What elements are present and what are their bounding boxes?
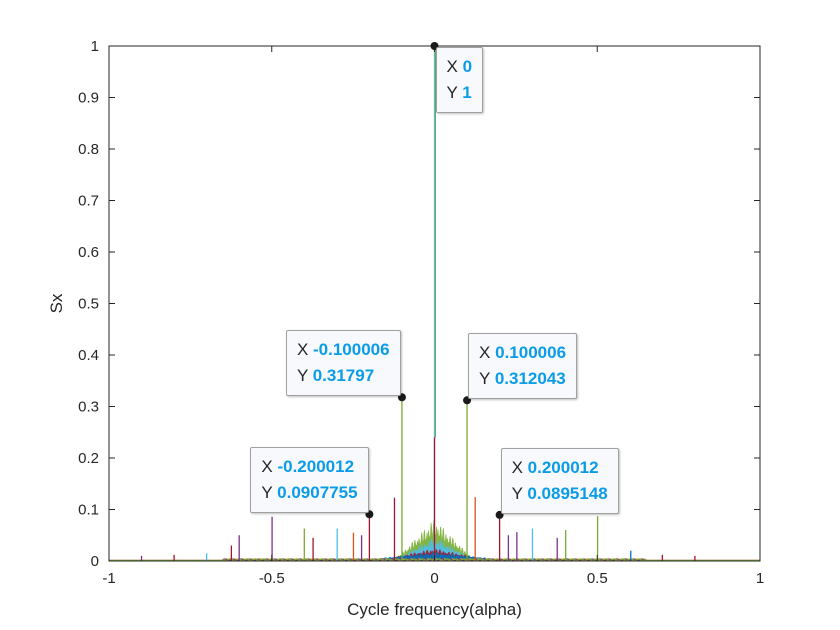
datatip-x: X 0 [446, 57, 473, 76]
datatip-y: Y 0.0895148 [511, 483, 608, 503]
datatip[interactable]: X -0.200012 Y 0.0907755 [250, 447, 369, 514]
datatip[interactable]: X 0.100006 Y 0.312043 [468, 333, 578, 400]
datatip-y: Y 0.0907755 [261, 483, 358, 503]
y-tick-label: 0.6 [78, 244, 99, 261]
y-tick-label: 0.2 [78, 450, 99, 467]
datatip-x: X 0.200012 [511, 457, 599, 477]
y-tick-label: 1 [91, 38, 99, 55]
y-tick-label: 0.3 [78, 399, 99, 416]
x-tick-label: 1 [756, 570, 764, 587]
datatip-x: X -0.100006 [296, 340, 390, 360]
y-tick-label: 0.8 [78, 141, 99, 158]
y-tick-label: 0.9 [78, 90, 99, 107]
datatip-x: X -0.200012 [261, 457, 355, 477]
x-tick-label: -0.5 [259, 570, 285, 587]
y-tick-label: 0.7 [78, 193, 99, 210]
datatip-y: Y 0.312043 [479, 369, 566, 389]
y-axis-label: Sx [47, 293, 66, 313]
x-axis-label: Cycle frequency(alpha) [347, 600, 522, 619]
datatip[interactable]: X -0.100006 Y 0.31797 [285, 330, 401, 397]
y-tick-label: 0.4 [78, 347, 99, 364]
x-tick-label: 0.5 [587, 570, 608, 587]
datatip-y: Y 0.31797 [296, 366, 375, 386]
datatip-x: X 0.100006 [479, 343, 567, 363]
x-tick-label: 0 [430, 570, 438, 587]
x-tick-label: -1 [102, 570, 115, 587]
y-tick-label: 0 [91, 553, 99, 570]
datatip[interactable]: X 0.200012 Y 0.0895148 [500, 447, 619, 514]
y-tick-label: 0.1 [78, 502, 99, 519]
datatip-y: Y 1 [446, 83, 472, 102]
y-tick-label: 0.5 [78, 296, 99, 313]
